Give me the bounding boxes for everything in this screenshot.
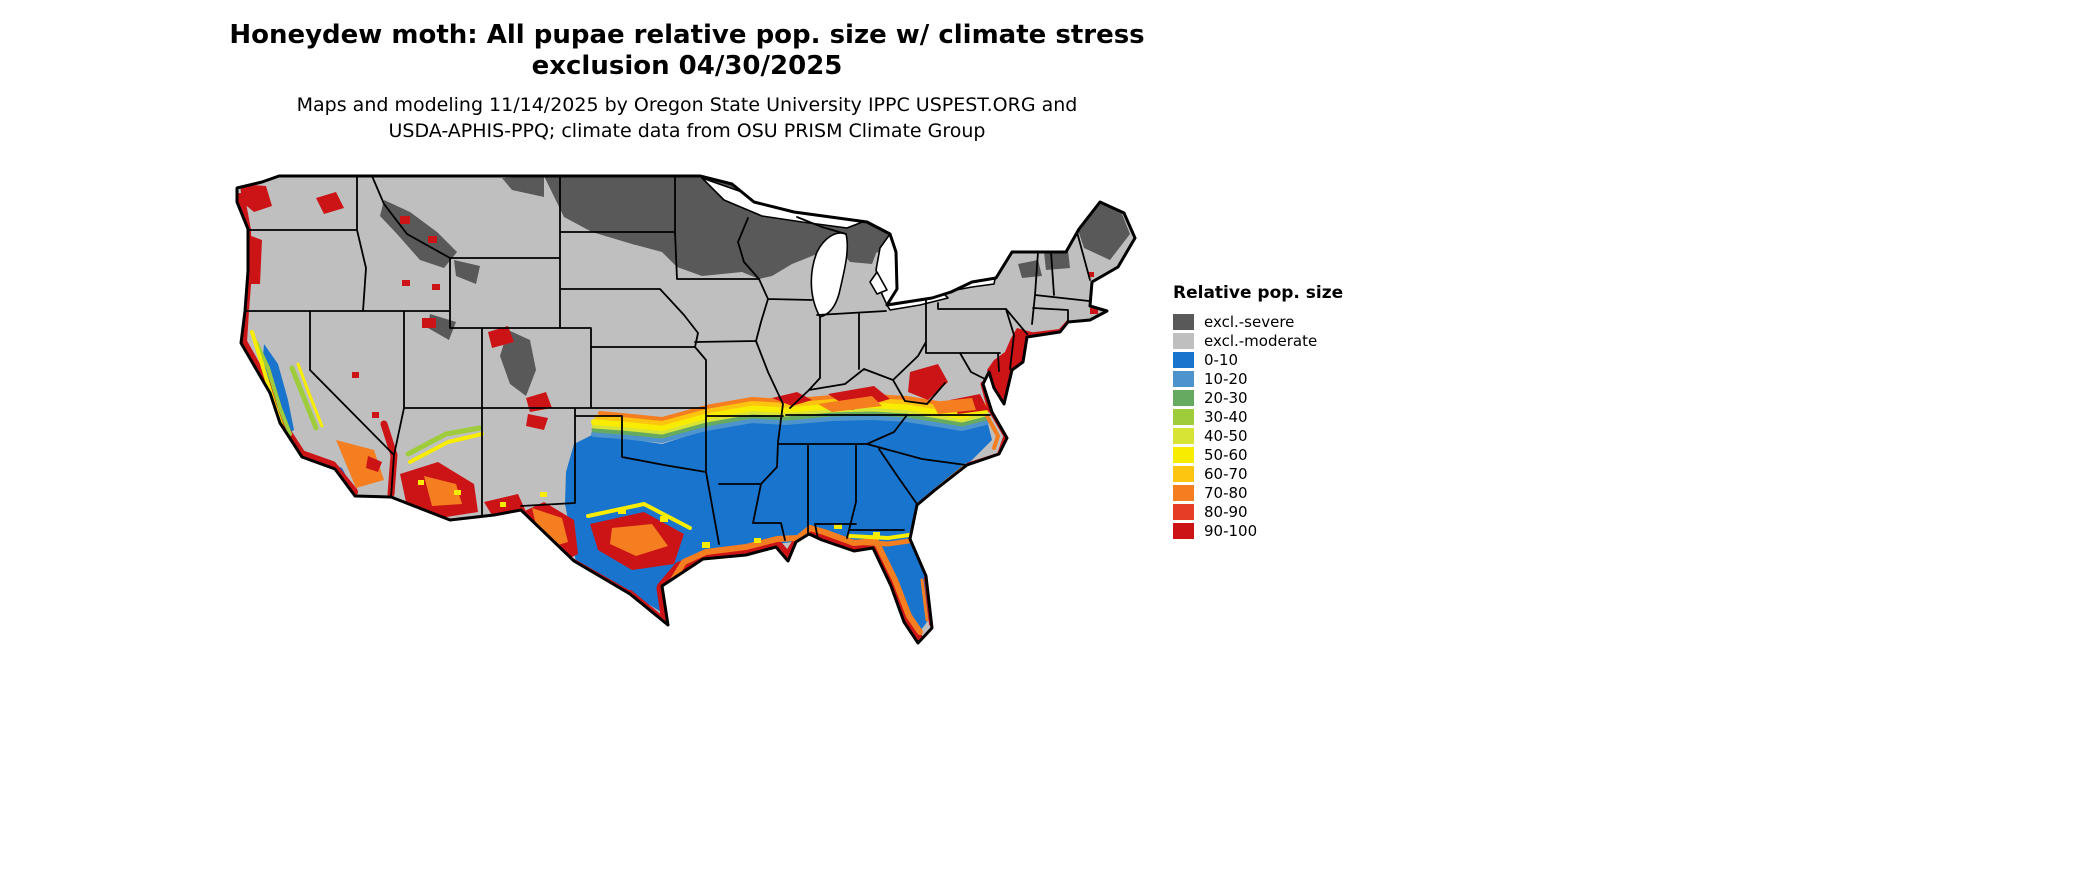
map-title-line1: Honeydew moth: All pupae relative pop. s… [229, 20, 1145, 50]
legend-title: Relative pop. size [1173, 283, 1344, 303]
legend-label: 30-40 [1204, 407, 1248, 426]
legend-swatch [1173, 522, 1194, 539]
map-layer-excl-severe [380, 176, 1130, 396]
legend-items: excl.-severe excl.-moderate 0-10 10-20 20-30… [1173, 312, 1343, 540]
map-state-borders [244, 176, 1091, 545]
legend-swatch [1173, 313, 1194, 330]
legend-item: 70-80 [1173, 483, 1343, 502]
legend-label: 20-30 [1204, 388, 1248, 407]
legend-label: 0-10 [1204, 350, 1239, 369]
us-map [235, 174, 1137, 645]
legend-item: 80-90 [1173, 502, 1343, 521]
legend-item: excl.-severe [1173, 312, 1343, 331]
map-outline [235, 174, 1137, 645]
legend-swatch [1173, 408, 1194, 425]
legend-swatch [1173, 370, 1194, 387]
legend-item: 20-30 [1173, 388, 1343, 407]
legend-label: 60-70 [1204, 464, 1248, 483]
legend-item: 0-10 [1173, 350, 1343, 369]
legend-item: excl.-moderate [1173, 331, 1343, 350]
legend-swatch [1173, 465, 1194, 482]
map-title: Honeydew moth: All pupae relative pop. s… [0, 20, 1374, 82]
legend-item: 40-50 [1173, 426, 1343, 445]
legend-label: 50-60 [1204, 445, 1248, 464]
legend-item: 50-60 [1173, 445, 1343, 464]
legend-item: 30-40 [1173, 407, 1343, 426]
legend-label: 90-100 [1204, 521, 1258, 540]
legend-item: 60-70 [1173, 464, 1343, 483]
map-subtitle: Maps and modeling 11/14/2025 by Oregon S… [0, 92, 1374, 144]
saginaw-bay [869, 271, 888, 295]
legend-label: 70-80 [1204, 483, 1248, 502]
legend-swatch [1173, 351, 1194, 368]
legend-swatch [1173, 484, 1194, 501]
legend-label: 80-90 [1204, 502, 1248, 521]
legend-swatch [1173, 446, 1194, 463]
legend-item: 10-20 [1173, 369, 1343, 388]
map-container [232, 172, 1142, 669]
legend-swatch [1173, 332, 1194, 349]
legend-swatch [1173, 389, 1194, 406]
legend-label: 40-50 [1204, 426, 1248, 445]
legend: Relative pop. size excl.-severe excl.-mod… [1173, 283, 1343, 540]
legend-swatch [1173, 427, 1194, 444]
legend-label: excl.-moderate [1204, 331, 1318, 350]
legend-item: 90-100 [1173, 521, 1343, 540]
legend-swatch [1173, 503, 1194, 520]
map-title-line2: exclusion 04/30/2025 [531, 51, 843, 81]
map-subtitle-line1: Maps and modeling 11/14/2025 by Oregon S… [296, 94, 1078, 116]
legend-label: 10-20 [1204, 369, 1248, 388]
map-subtitle-line2: USDA-APHIS-PPQ; climate data from OSU PR… [388, 120, 986, 142]
legend-label: excl.-severe [1204, 312, 1295, 331]
